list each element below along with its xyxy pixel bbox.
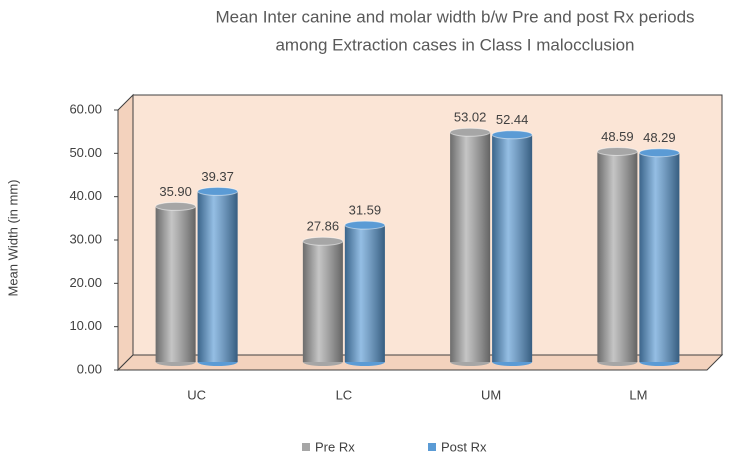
bar-shade <box>302 241 343 362</box>
x-tick-label: UC <box>187 387 206 402</box>
x-tick-label: UM <box>481 387 501 402</box>
value-label: 31.59 <box>349 203 382 218</box>
floor <box>116 354 724 371</box>
y-tick-label: 10.00 <box>69 318 102 333</box>
value-label: 52.44 <box>496 112 529 127</box>
legend-swatch <box>302 443 310 451</box>
value-label: 39.37 <box>201 169 234 184</box>
chart-title: among Extraction cases in Class I malocc… <box>275 35 634 54</box>
y-tick-label: 50.00 <box>69 145 102 160</box>
bar-top <box>344 220 386 230</box>
side-wall <box>117 93 134 372</box>
legend-swatch <box>428 443 436 451</box>
x-tick-label: LC <box>336 387 353 402</box>
value-label: 35.90 <box>159 184 192 199</box>
legend-label: Pre Rx <box>315 439 355 454</box>
bar-top <box>638 148 680 158</box>
bar-top <box>449 127 491 137</box>
bar-shade <box>197 191 238 362</box>
bar-top <box>596 146 638 156</box>
value-label: 53.02 <box>454 110 487 125</box>
bar-top <box>302 236 344 246</box>
x-tick-label: LM <box>629 387 647 402</box>
chart-title: Mean Inter canine and molar width b/w Pr… <box>215 7 694 26</box>
y-axis-label: Mean Width (in mm) <box>5 179 20 296</box>
bar-top <box>155 201 197 211</box>
bar-top <box>491 130 533 140</box>
bar-shade <box>155 206 196 362</box>
y-tick-label: 60.00 <box>69 101 102 116</box>
value-label: 48.29 <box>643 130 676 145</box>
legend-label: Post Rx <box>441 439 487 454</box>
value-label: 27.86 <box>307 219 340 234</box>
bar-shade <box>344 225 385 362</box>
value-label: 48.59 <box>601 129 634 144</box>
bar-shade <box>639 152 680 362</box>
bar-shade <box>450 132 491 362</box>
y-tick-label: 30.00 <box>69 231 102 246</box>
bar-shade <box>492 134 533 362</box>
bar-shade <box>597 151 638 362</box>
y-tick-label: 0.00 <box>77 361 102 376</box>
bar-top <box>197 186 239 196</box>
y-tick-label: 40.00 <box>69 188 102 203</box>
y-tick-label: 20.00 <box>69 275 102 290</box>
